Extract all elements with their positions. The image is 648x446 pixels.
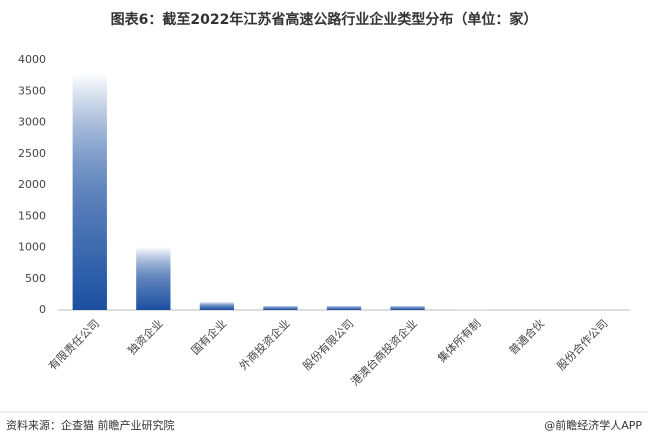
brand: @前瞻经济学人APP (544, 418, 642, 432)
x-tick-label: 有限责任公司 (45, 316, 102, 373)
x-tick-label: 港澳台商投资企业 (348, 316, 420, 388)
x-tick-label: 股份合作公司 (554, 316, 611, 373)
x-tick-label: 股份有限公司 (300, 316, 357, 373)
x-tick-label: 外商投资企业 (236, 316, 293, 373)
y-tick-label: 3000 (18, 116, 46, 129)
x-tick-label: 集体所有制 (435, 316, 484, 365)
bar (326, 305, 362, 310)
y-tick-label: 2000 (18, 178, 46, 191)
source: 资料来源：企查猫 前瞻产业研究院 (6, 418, 175, 432)
y-tick-label: 3500 (18, 84, 46, 97)
bar (136, 246, 171, 310)
x-tick-label: 国有企业 (188, 316, 229, 357)
y-tick-label: 2500 (18, 147, 46, 160)
y-tick-label: 0 (39, 303, 46, 316)
y-tick-label: 500 (25, 272, 46, 285)
bar (199, 301, 235, 310)
y-tick-label: 1500 (18, 209, 46, 222)
bar (390, 305, 425, 310)
bar (72, 73, 107, 310)
chart-title: 图表6：截至2022年江苏省高速公路行业企业类型分布（单位：家） (111, 11, 538, 28)
y-tick-label: 1000 (18, 241, 46, 254)
y-tick-label: 4000 (18, 53, 46, 66)
x-tick-label: 普通合伙 (506, 316, 547, 357)
x-tick-label: 独资企业 (125, 316, 166, 357)
bar (263, 305, 298, 310)
